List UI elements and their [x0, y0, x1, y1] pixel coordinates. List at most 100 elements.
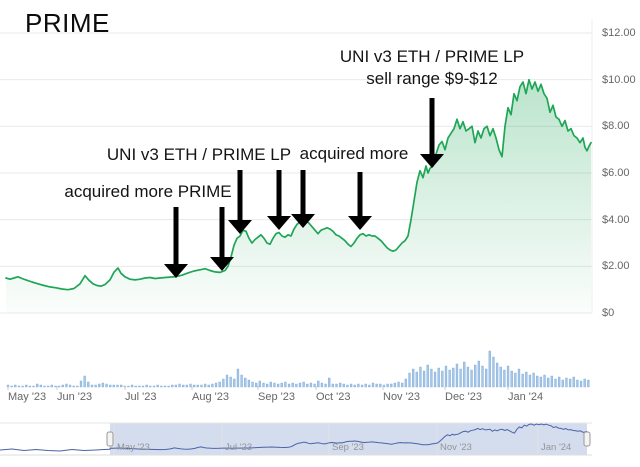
volume-bar: [444, 365, 448, 388]
volume-bar: [112, 384, 116, 388]
x-axis-label: Aug '23: [192, 391, 229, 403]
volume-bar: [309, 382, 313, 388]
volume-bar: [156, 384, 159, 388]
volume-bar: [269, 381, 272, 388]
volume-bar: [47, 385, 50, 388]
volume-bar: [492, 356, 495, 388]
x-axis-label: Jan '24: [508, 391, 544, 403]
volume-bar: [149, 385, 152, 388]
volume-pane: [6, 350, 590, 388]
volume-bar: [280, 382, 283, 388]
volume-bar: [554, 378, 557, 388]
volume-bar: [459, 368, 462, 388]
volume-bar: [397, 381, 400, 388]
volume-bar: [495, 362, 499, 388]
volume-bar: [262, 382, 265, 388]
volume-bar: [375, 383, 378, 388]
volume-bar: [222, 378, 225, 388]
arrow-head: [164, 264, 188, 278]
volume-bar: [109, 384, 112, 388]
volume-bar: [317, 380, 320, 388]
volume-bar: [503, 369, 506, 388]
volume-bar: [233, 378, 236, 388]
navigator-label: Jan '24: [541, 442, 572, 453]
volume-bar: [192, 384, 196, 388]
volume-bar: [587, 379, 590, 388]
volume-bar: [543, 374, 546, 388]
x-axis-label: Dec '23: [445, 391, 482, 403]
volume-bar: [525, 371, 528, 388]
volume-bar: [174, 384, 178, 388]
volume-bar: [10, 385, 13, 388]
annotation-arrow: [164, 207, 188, 278]
volume-bar: [404, 378, 407, 388]
volume-bar: [21, 385, 24, 388]
volume-bar: [579, 380, 583, 388]
y-axis-label: $2.00: [602, 260, 630, 273]
volume-bar: [160, 385, 163, 388]
volume-bar: [130, 384, 134, 388]
volume-bar: [28, 385, 32, 388]
volume-bar: [419, 366, 422, 388]
volume-bar: [225, 374, 229, 388]
annotation-arrow: [420, 98, 444, 168]
volume-bar: [477, 360, 480, 388]
volume-bar: [452, 367, 455, 388]
volume-bar: [57, 385, 61, 388]
volume-bar: [408, 372, 411, 388]
volume-bar: [266, 383, 269, 388]
volume-bar: [163, 385, 167, 388]
volume-bar: [514, 372, 517, 388]
navigator-selected-mask[interactable]: [110, 423, 587, 455]
y-axis-label: $4.00: [602, 213, 630, 226]
volume-bar: [251, 381, 254, 388]
navigator-handle-right[interactable]: [583, 431, 591, 447]
annotation-arrow: [291, 170, 315, 228]
volume-bar: [14, 384, 17, 388]
volume-bar: [247, 379, 251, 388]
x-axis-label: May '23: [8, 391, 47, 403]
navigator-label: Nov '23: [440, 442, 472, 453]
volume-bar: [101, 382, 105, 388]
volume-bar: [331, 383, 334, 388]
volume-bar: [90, 384, 94, 388]
volume-bar: [207, 384, 210, 388]
volume-bar: [141, 385, 145, 388]
volume-bar: [401, 382, 404, 388]
volume-bar: [426, 364, 429, 388]
y-axis-label: $0: [602, 307, 615, 319]
volume-bar: [240, 374, 243, 388]
arrow-head: [210, 257, 234, 271]
volume-bar: [258, 380, 261, 388]
volume-bar: [196, 384, 199, 388]
volume-bar: [295, 383, 298, 388]
volume-bar: [218, 381, 221, 388]
annotation-arrow: [348, 172, 372, 230]
x-axis-label: Nov '23: [383, 391, 420, 403]
volume-bar: [437, 367, 440, 388]
volume-bar: [306, 383, 309, 388]
volume-bar: [328, 377, 331, 388]
volume-bar: [214, 382, 218, 388]
volume-bar: [211, 383, 214, 388]
volume-bar: [244, 377, 247, 388]
volume-bar: [470, 369, 473, 388]
volume-bar: [105, 383, 108, 388]
arrow-head: [228, 220, 252, 234]
y-axis-label: $10.00: [602, 73, 636, 86]
volume-bar: [547, 377, 550, 388]
volume-bar: [528, 374, 532, 388]
volume-bar: [561, 379, 564, 388]
arrow-head: [348, 216, 372, 230]
volume-bar: [298, 382, 302, 388]
volume-bar: [182, 384, 185, 388]
volume-bar: [499, 366, 502, 388]
volume-bar: [39, 384, 43, 388]
volume-bar: [76, 385, 79, 388]
volume-bar: [236, 368, 240, 388]
volume-bar: [68, 384, 72, 388]
navigator-handle-left[interactable]: [106, 431, 114, 447]
y-axis-label: $6.00: [602, 167, 630, 179]
